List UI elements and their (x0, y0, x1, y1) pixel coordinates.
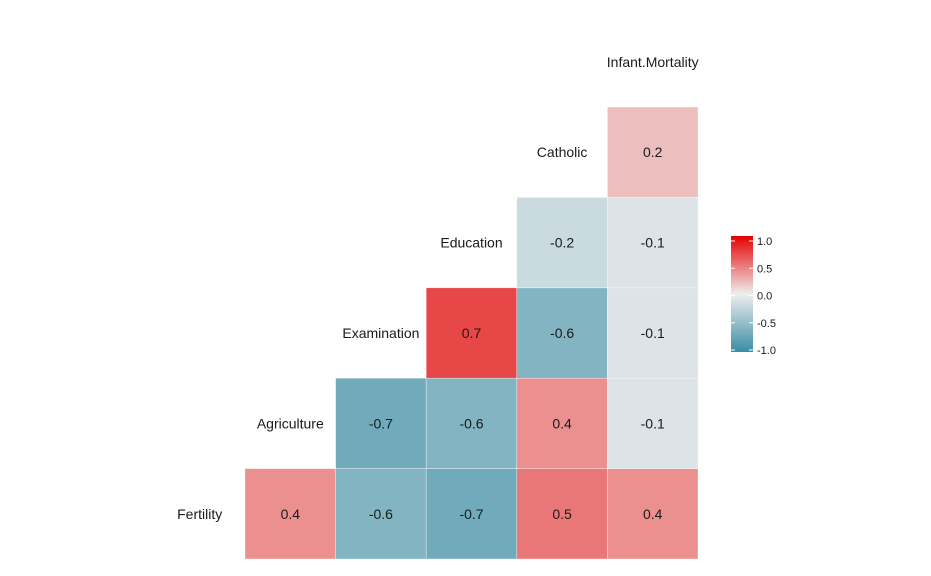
heatmap-cell-education-infant-mortality: -0.1 (607, 197, 699, 289)
heatmap-cell-value: -0.6 (550, 325, 574, 341)
legend-color-bar (731, 236, 753, 352)
heatmap-cell-rect (516, 197, 608, 289)
heatmap-cell-examination-catholic: -0.6 (516, 287, 608, 379)
variable-label-agriculture: Agriculture (257, 415, 324, 431)
heatmap-cell-rect (335, 377, 427, 469)
variable-label-catholic: Catholic (537, 144, 588, 160)
heatmap-cell-value: 0.4 (281, 506, 301, 522)
heatmap-cell-value: -0.7 (369, 415, 393, 431)
heatmap-cell-value: -0.6 (369, 506, 393, 522)
heatmap-cell-rect (607, 468, 699, 560)
heatmap-cell-fertility-infant-mortality: 0.4 (607, 468, 699, 560)
heatmap-cell-value: 0.2 (643, 144, 663, 160)
heatmap-cell-catholic-infant-mortality: 0.2 (607, 106, 699, 198)
heatmap-cell-agriculture-infant-mortality: -0.1 (607, 377, 699, 469)
heatmap-cells: 0.4 -0.6 -0.7 0.5 0.4 -0.7 -0.6 0.4 -0.1 0.7 -0.6 -… (244, 106, 699, 560)
heatmap-cell-value: -0.2 (550, 235, 574, 251)
heatmap-cell-rect (244, 468, 336, 560)
variable-label-examination: Examination (342, 325, 419, 341)
color-legend: 1.0 0.5 0.0 -0.5 -1.0 (731, 236, 776, 357)
heatmap-cell-rect (607, 287, 699, 379)
heatmap-cell-rect (516, 468, 608, 560)
heatmap-cell-examination-infant-mortality: -0.1 (607, 287, 699, 379)
heatmap-cell-value: -0.1 (641, 325, 665, 341)
heatmap-cell-value: -0.1 (641, 415, 665, 431)
heatmap-cell-rect (425, 377, 518, 469)
variable-labels: Fertility Agriculture Examination Education… (177, 54, 698, 522)
heatmap-cell-rect (425, 287, 518, 379)
heatmap-cell-fertility-agriculture: 0.4 (244, 468, 336, 560)
heatmap-cell-rect (607, 106, 699, 198)
heatmap-cell-agriculture-catholic: 0.4 (516, 377, 608, 469)
heatmap-cell-agriculture-education: -0.6 (425, 377, 518, 469)
heatmap-cell-value: -0.6 (459, 415, 483, 431)
heatmap-cell-rect (335, 468, 427, 560)
heatmap-cell-value: 0.5 (552, 506, 572, 522)
legend-tick-label: 1.0 (757, 236, 772, 248)
legend-tick-label: 0.5 (757, 263, 772, 275)
heatmap-cell-rect (516, 377, 608, 469)
heatmap-cell-value: -0.7 (459, 506, 483, 522)
heatmap-cell-fertility-catholic: 0.5 (516, 468, 608, 560)
variable-label-education: Education (440, 235, 502, 251)
legend-tick-label: -0.5 (757, 318, 776, 330)
legend-tick-label: -1.0 (757, 345, 776, 357)
variable-label-fertility: Fertility (177, 506, 222, 522)
heatmap-cell-value: 0.7 (462, 325, 482, 341)
heatmap-cell-examination-education: 0.7 (425, 287, 518, 379)
heatmap-cell-fertility-education: -0.7 (425, 468, 518, 560)
heatmap-cell-value: 0.4 (643, 506, 663, 522)
heatmap-cell-education-catholic: -0.2 (516, 197, 608, 289)
legend-tick-label: 0.0 (757, 291, 772, 303)
heatmap-cell-value: 0.4 (552, 415, 572, 431)
heatmap-cell-value: -0.1 (641, 235, 665, 251)
heatmap-cell-fertility-examination: -0.6 (335, 468, 427, 560)
variable-label-infant-mortality: Infant.Mortality (607, 54, 699, 70)
heatmap-cell-rect (607, 377, 699, 469)
heatmap-cell-agriculture-examination: -0.7 (335, 377, 427, 469)
